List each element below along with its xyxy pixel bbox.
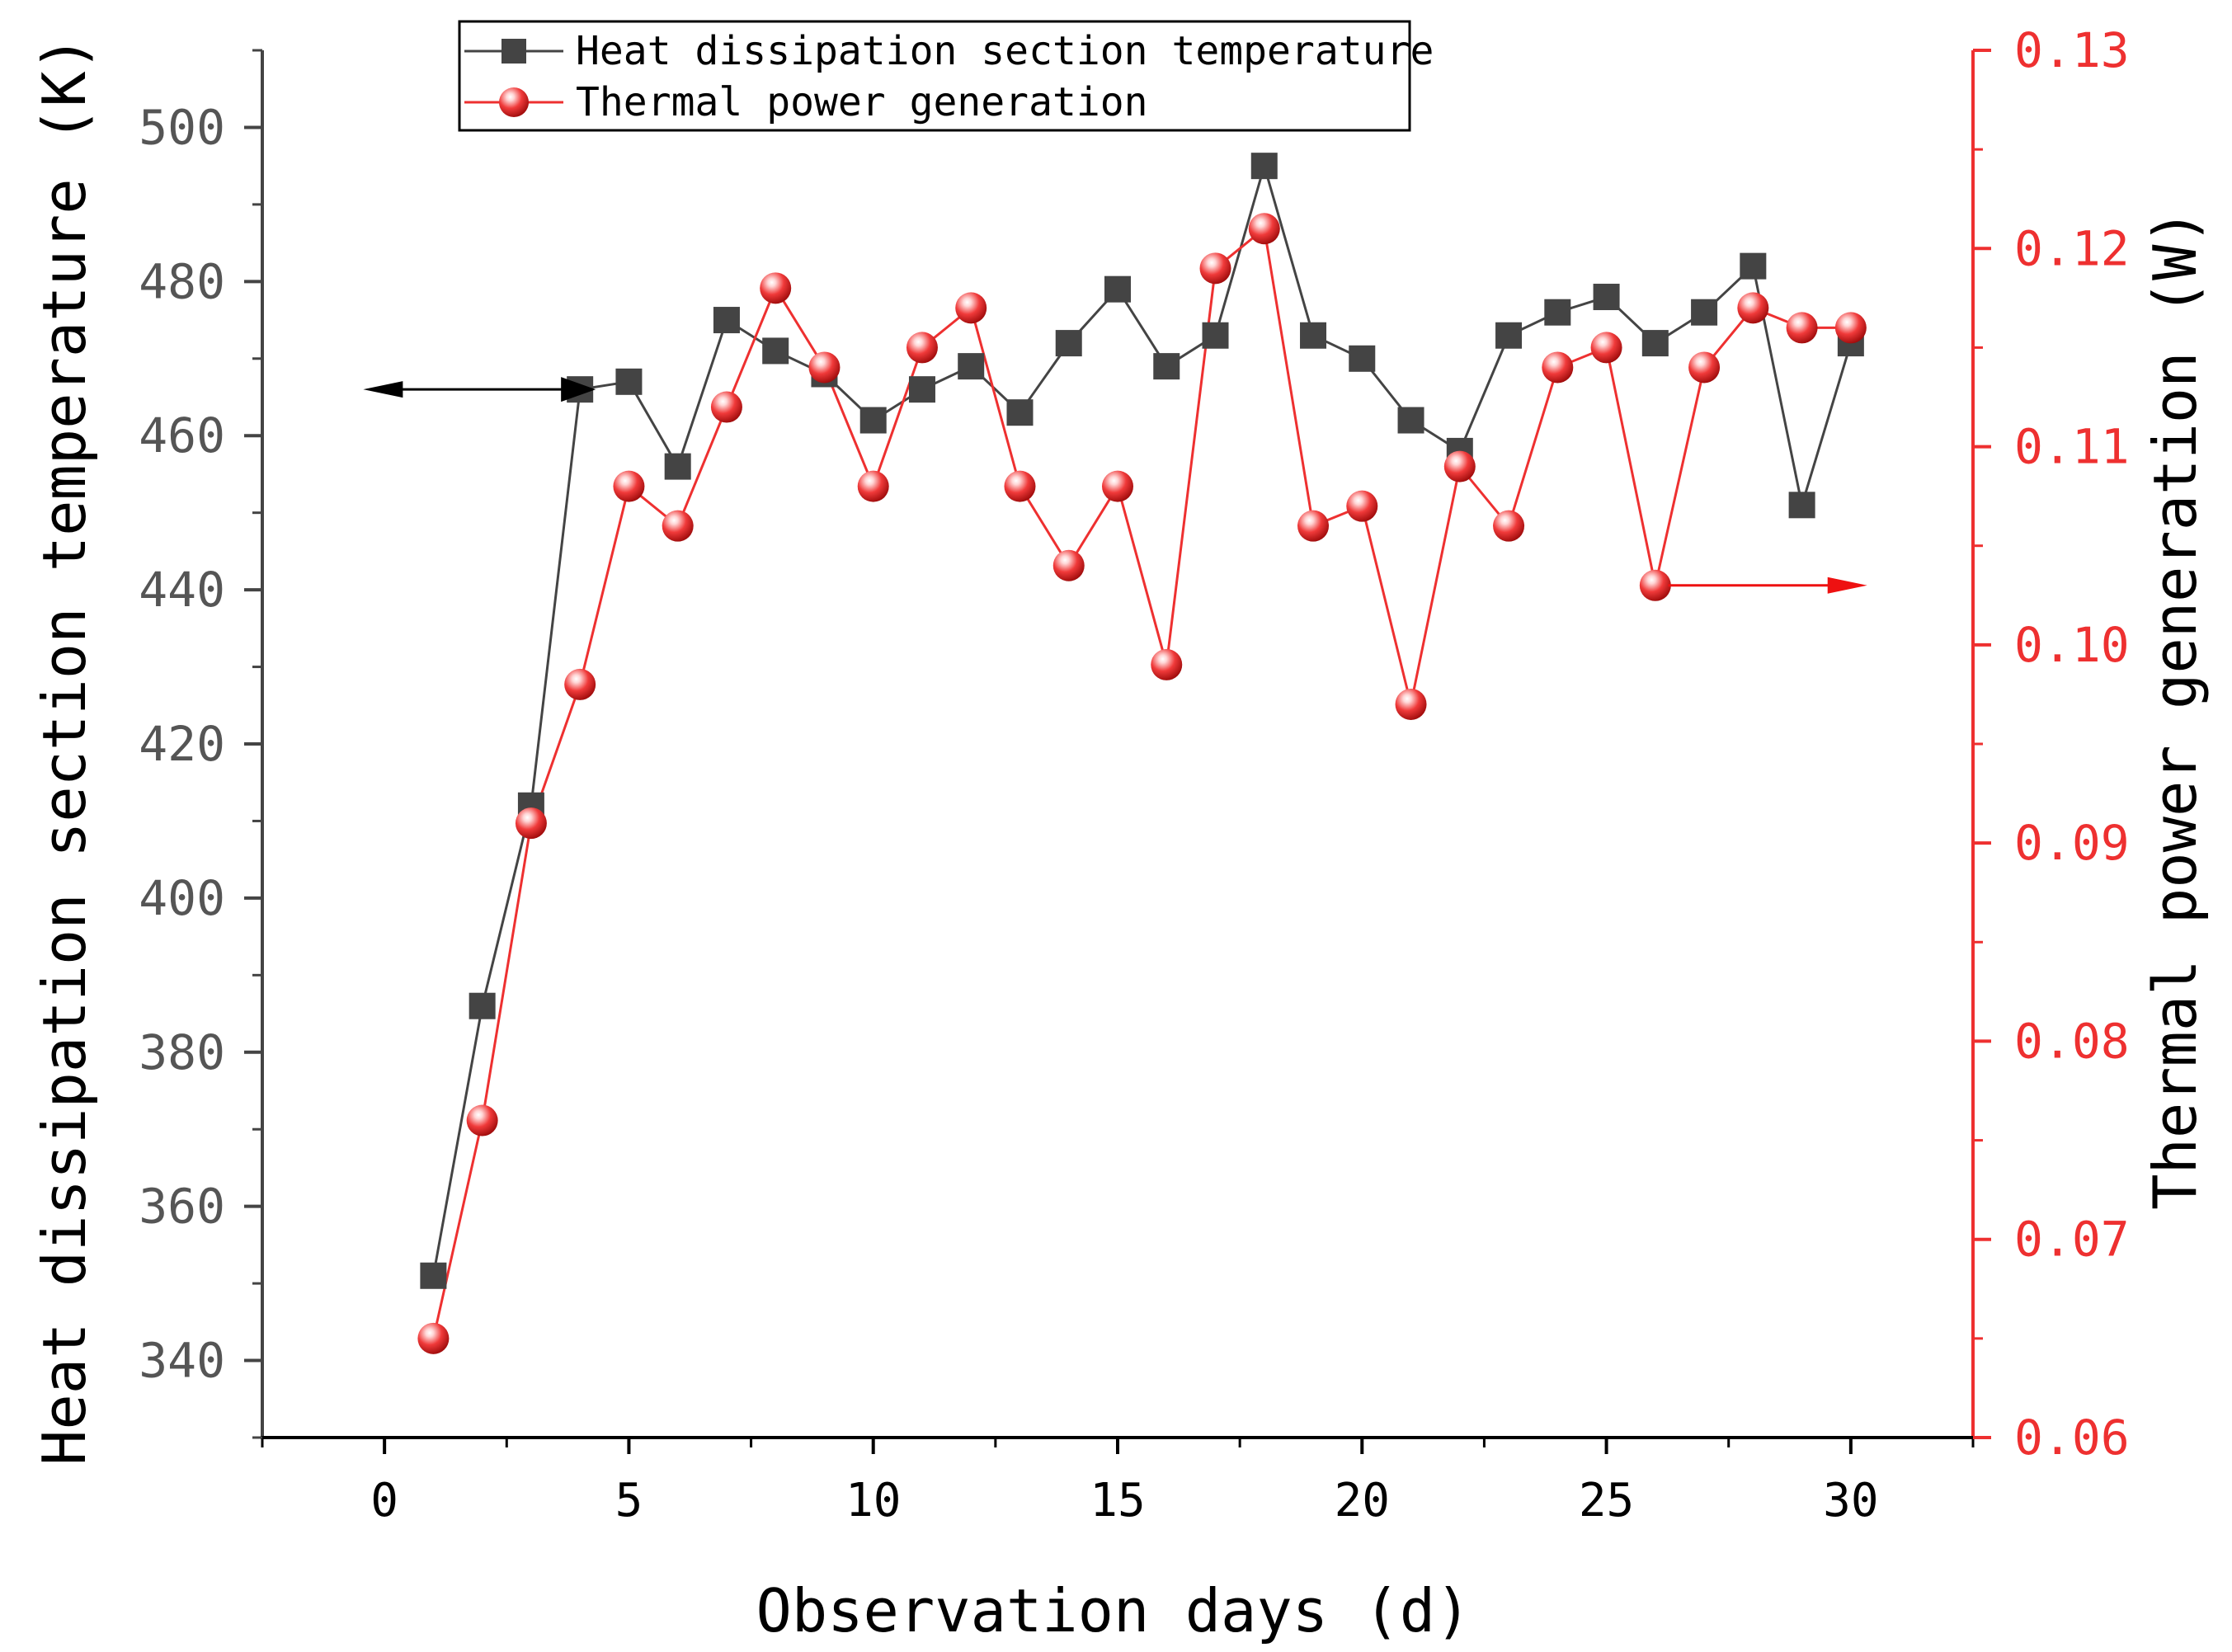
power-point <box>1346 490 1378 522</box>
power-point <box>1151 648 1183 680</box>
power-point <box>1639 569 1671 601</box>
right-y-tick-label: 0.13 <box>2014 22 2130 78</box>
temperature-point <box>1788 492 1815 519</box>
temperature-point <box>1153 353 1180 380</box>
power-point <box>1590 332 1622 364</box>
x-tick-label: 5 <box>615 1474 643 1527</box>
temperature-point <box>1740 252 1767 280</box>
legend: Heat dissipation section temperature The… <box>458 20 1434 132</box>
legend-box <box>458 20 1411 132</box>
temperature-point <box>567 376 594 403</box>
temperature-point <box>1202 322 1229 349</box>
power-point <box>1004 470 1036 502</box>
right-y-tick-label: 0.08 <box>2014 1013 2130 1069</box>
left-y-tick-label: 340 <box>139 1333 225 1389</box>
left-y-tick-label: 480 <box>139 253 225 309</box>
left-y-tick-label: 440 <box>139 562 225 618</box>
power-point <box>1248 213 1280 245</box>
temperature-point <box>664 453 691 480</box>
annotation-arrows <box>363 377 1867 594</box>
power-point <box>955 292 987 324</box>
power-point <box>1102 470 1133 502</box>
power-point <box>906 332 938 364</box>
power-point <box>710 391 742 423</box>
power-series-line <box>431 226 1851 1339</box>
temperature-point <box>1006 399 1034 426</box>
temperature-point <box>469 992 496 1019</box>
right-y-axis-title: Thermal power generation (W) <box>2140 209 2210 1210</box>
temperature-point <box>958 353 985 380</box>
power-point <box>808 351 841 384</box>
left-y-tick-label: 460 <box>139 407 225 464</box>
temperature-point <box>615 368 643 395</box>
left-y-axis-ticks: 340 360 380 400 420 440 460 480 500 <box>139 49 262 1439</box>
power-point <box>1786 312 1818 344</box>
temperature-point <box>859 407 887 434</box>
left-y-tick-label: 400 <box>139 870 225 926</box>
power-point <box>662 510 694 542</box>
right-y-tick-label: 0.06 <box>2014 1410 2130 1466</box>
temperature-point <box>1250 153 1278 180</box>
left-y-tick-label: 380 <box>139 1024 225 1080</box>
temperature-point <box>1593 284 1620 311</box>
temperature-point <box>1397 407 1424 434</box>
legend-temperature-marker <box>501 39 526 64</box>
temperature-point <box>420 1262 447 1289</box>
power-point <box>1297 510 1330 542</box>
temperature-point <box>908 376 935 403</box>
power-point <box>1688 351 1721 384</box>
temperature-series-line <box>431 161 1853 1277</box>
x-axis-title: Observation days (d) <box>756 1576 1472 1645</box>
x-tick-label: 25 <box>1579 1474 1634 1527</box>
temperature-point <box>1544 299 1571 326</box>
temperature-point <box>762 337 789 365</box>
right-y-tick-label: 0.10 <box>2014 617 2130 673</box>
power-point <box>857 470 889 502</box>
legend-power-label: Thermal power generation <box>576 79 1148 125</box>
power-point <box>417 1322 450 1354</box>
power-point <box>1493 510 1525 542</box>
left-axis-arrowhead <box>363 381 403 398</box>
x-tick-label: 0 <box>370 1474 398 1527</box>
series-layer <box>417 153 1867 1354</box>
temperature-point <box>1641 330 1669 357</box>
power-point <box>564 668 596 700</box>
power-point <box>1443 450 1476 482</box>
right-y-tick-label: 0.12 <box>2014 220 2130 276</box>
right-axis-arrowhead <box>1827 577 1867 594</box>
power-point <box>760 272 792 304</box>
power-point <box>613 470 645 502</box>
right-y-tick-label: 0.07 <box>2014 1212 2130 1268</box>
right-y-axis-ticks: 0.06 0.07 0.08 0.09 0.10 0.11 0.12 0.13 <box>1973 22 2130 1466</box>
temperature-point <box>1349 345 1376 372</box>
power-point <box>1737 292 1769 324</box>
legend-temperature-label: Heat dissipation section temperature <box>576 28 1434 74</box>
power-point <box>1834 312 1867 344</box>
temperature-point <box>713 307 740 334</box>
x-tick-label: 30 <box>1823 1474 1878 1527</box>
temperature-point <box>1691 299 1718 326</box>
power-point <box>1395 688 1427 720</box>
left-y-tick-label: 500 <box>139 99 225 155</box>
right-y-tick-label: 0.11 <box>2014 419 2130 475</box>
temperature-point <box>1055 330 1082 357</box>
x-tick-label: 10 <box>845 1474 901 1527</box>
right-y-tick-label: 0.09 <box>2014 815 2130 871</box>
left-y-tick-label: 360 <box>139 1179 225 1235</box>
x-tick-label: 15 <box>1090 1474 1145 1527</box>
temperature-point <box>1104 275 1131 303</box>
x-axis-ticks: 0 5 10 15 20 25 30 <box>261 1438 1975 1527</box>
power-point <box>1199 252 1231 285</box>
power-point <box>1052 549 1085 581</box>
power-point <box>515 807 547 840</box>
power-point <box>1542 351 1574 384</box>
temperature-point <box>1495 322 1523 349</box>
x-tick-label: 20 <box>1335 1474 1390 1527</box>
power-point <box>466 1104 498 1137</box>
legend-power-marker <box>499 87 529 117</box>
temperature-point <box>1300 322 1327 349</box>
left-y-tick-label: 420 <box>139 716 225 772</box>
left-y-axis-title: Heat dissipation section temperature (K) <box>30 35 99 1466</box>
